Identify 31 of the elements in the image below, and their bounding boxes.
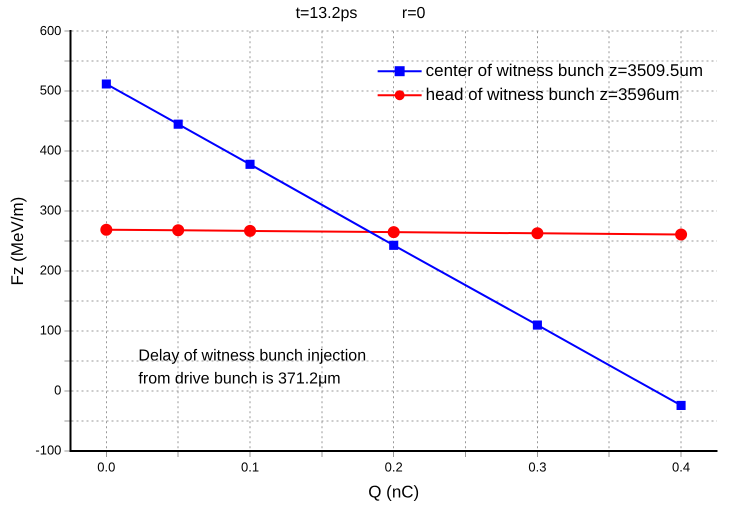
x-tick-label: 0.4 <box>672 459 690 474</box>
x-tick-label: 0.3 <box>528 459 546 474</box>
y-tick-label: 300 <box>40 202 62 218</box>
point <box>174 120 183 129</box>
y-tick-label: 100 <box>40 322 62 338</box>
x-axis-title: Q (nC) <box>368 482 420 502</box>
point <box>676 400 686 410</box>
point <box>172 224 184 236</box>
point <box>532 320 542 330</box>
point <box>531 227 544 240</box>
y-tick-label: 500 <box>40 82 62 98</box>
point <box>100 224 112 236</box>
annotation: Delay of witness bunch injection from drive bunch is 371.2μm <box>138 348 366 388</box>
x-tick-label: 0.1 <box>240 459 260 474</box>
legend-label: center of witness bunch z=3509.5um <box>426 60 704 80</box>
point <box>389 240 398 250</box>
point <box>102 79 111 89</box>
point <box>245 160 255 169</box>
y-tick-label: 600 <box>40 22 62 38</box>
y-tick-label: 0 <box>54 382 62 398</box>
legend-label: head of witness bunch z=3596um <box>426 84 680 104</box>
y-axis-title: Fz (MeV/m) <box>8 196 27 286</box>
y-tick-label: -100 <box>35 442 62 458</box>
point <box>244 224 256 237</box>
x-tick-label: 0.2 <box>384 459 403 474</box>
y-tick-label: 400 <box>40 142 62 158</box>
y-tick-label: 200 <box>40 262 62 278</box>
chart-title: t=13.2ps r=0 <box>296 5 426 22</box>
point <box>675 228 688 241</box>
x-tick-label: 0.0 <box>97 459 116 474</box>
point <box>388 226 400 238</box>
